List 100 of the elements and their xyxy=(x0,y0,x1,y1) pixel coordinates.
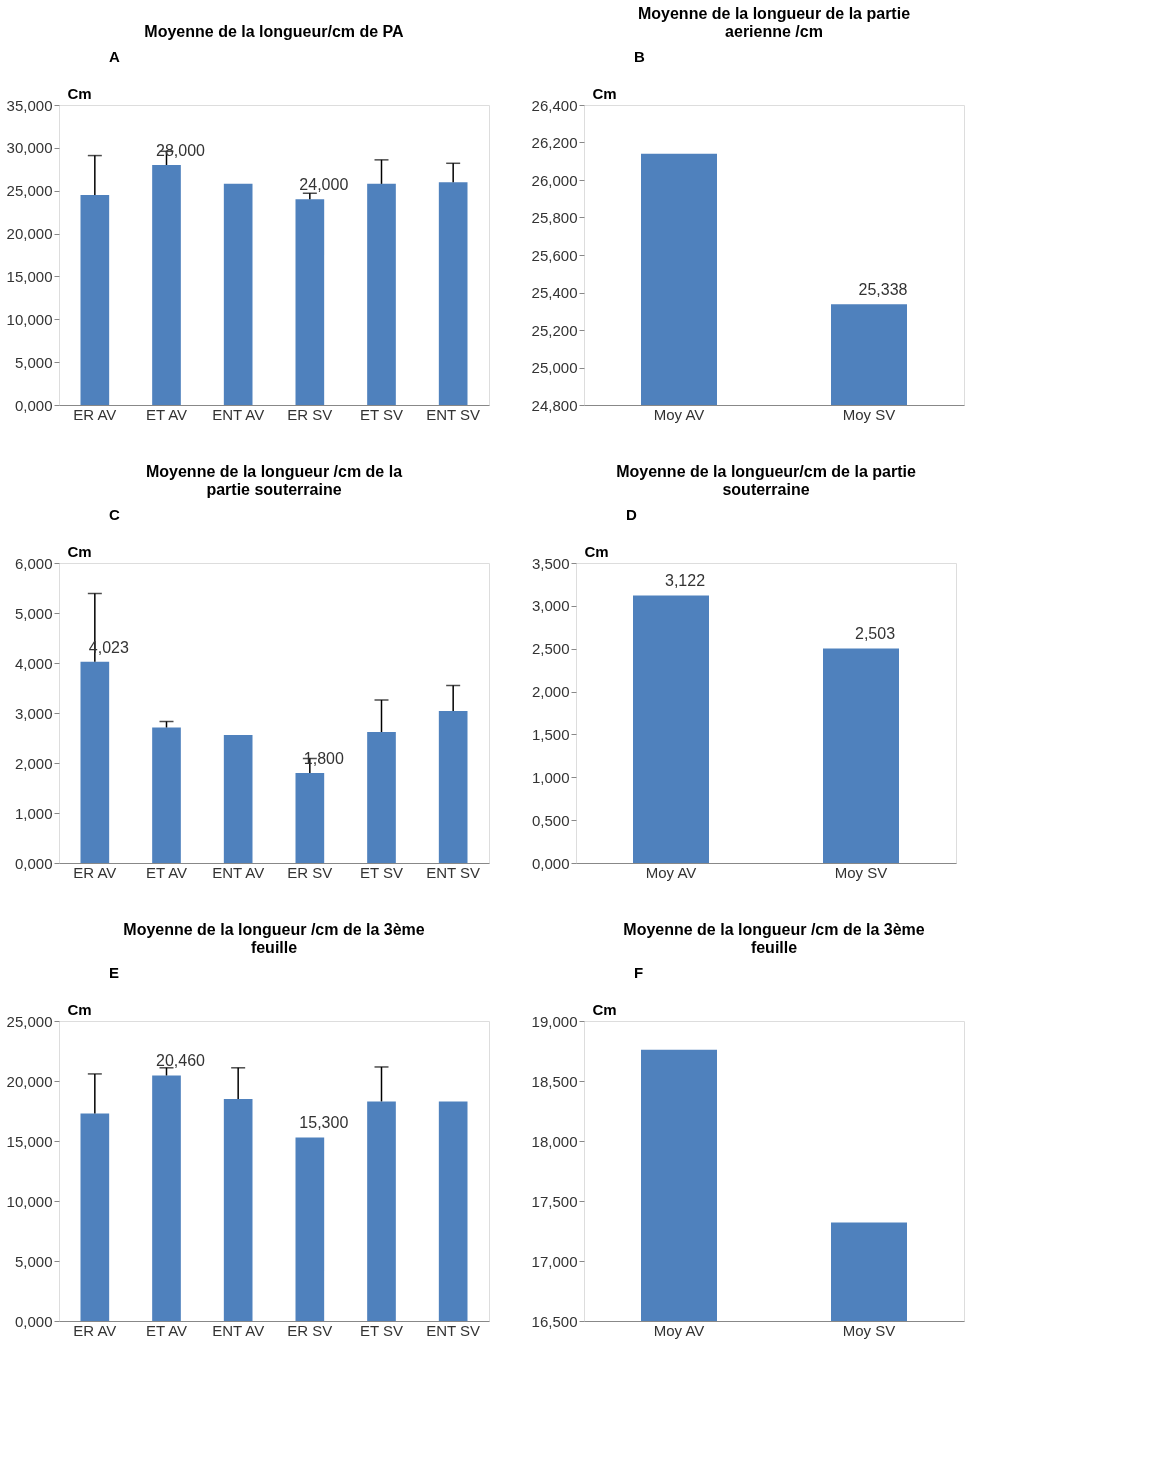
y-tick-label: 4,000 xyxy=(14,654,53,672)
x-tick-label: ER SV xyxy=(287,405,333,423)
data-label: 15,300 xyxy=(299,1114,349,1132)
x-tick-label: ET SV xyxy=(359,405,404,423)
x-tick-label: Moy SV xyxy=(842,1321,896,1339)
y-tick-label: 5,000 xyxy=(14,353,53,371)
y-tick-label: 0,000 xyxy=(14,1312,53,1330)
data-label: 3,122 xyxy=(664,572,706,590)
y-tick-label: 3,000 xyxy=(531,597,570,615)
bar xyxy=(438,711,468,863)
y-tick-label: 17,000 xyxy=(531,1252,578,1270)
y-tick-label: 20,000 xyxy=(6,225,53,243)
x-tick-label: ER AV xyxy=(73,405,117,423)
y-tick-label: 0,500 xyxy=(531,811,570,829)
text: F xyxy=(634,964,644,981)
x-tick-label: ENT SV xyxy=(426,1321,481,1339)
y-tick-label: 26,200 xyxy=(531,134,578,151)
x-tick-label: ET AV xyxy=(145,405,188,423)
bar xyxy=(223,1099,253,1321)
y-tick-label: 25,000 xyxy=(6,1012,53,1030)
y-tick-label: 17,500 xyxy=(531,1192,578,1210)
chart-title: Moyenne de la longueur de la partie aerienne /cm xyxy=(637,5,911,40)
x-tick-label: ER AV xyxy=(73,1321,117,1339)
y-tick-label: 6,000 xyxy=(14,554,53,572)
y-tick-label: 5,000 xyxy=(14,1252,53,1270)
x-tick-label: ET SV xyxy=(359,863,404,881)
data-label: 2,503 xyxy=(854,625,896,643)
y-axis-title: Cm xyxy=(67,542,92,560)
y-axis-title: Cm xyxy=(67,1000,92,1018)
bar xyxy=(223,735,253,863)
x-tick-label: Moy AV xyxy=(653,1321,705,1339)
bar xyxy=(438,182,468,405)
y-axis-title: Cm xyxy=(592,1000,617,1018)
y-tick-label: 24,800 xyxy=(531,396,578,414)
text: A xyxy=(109,48,120,65)
chart-title: Moyenne de la longueur/cm de PA xyxy=(144,23,405,40)
text: E xyxy=(109,964,120,981)
data-label: 20,460 xyxy=(156,1052,206,1070)
bar xyxy=(367,1101,396,1321)
data-label: 1,800 xyxy=(303,750,344,767)
x-tick-label: Moy SV xyxy=(842,405,896,423)
y-axis-title: Cm xyxy=(584,542,609,560)
y-tick-label: 18,000 xyxy=(531,1132,578,1150)
bar xyxy=(295,773,325,863)
y-tick-label: 1,000 xyxy=(14,804,53,822)
bar xyxy=(152,727,181,863)
bar xyxy=(80,661,110,863)
x-tick-label: ENT SV xyxy=(426,863,481,881)
y-tick-label: 0,000 xyxy=(14,396,53,414)
bar xyxy=(438,1101,468,1321)
chart-title: Moyenne de la longueur /cm de la partie souterraine xyxy=(145,463,403,498)
bar xyxy=(80,195,110,405)
x-tick-label: Moy SV xyxy=(834,863,888,881)
y-tick-label: 15,000 xyxy=(6,1132,53,1150)
y-tick-label: 30,000 xyxy=(6,139,53,157)
y-tick-label: 2,500 xyxy=(531,640,570,658)
chart-title: Moyenne de la longueur/cm de la partie souterraine xyxy=(616,463,916,498)
y-tick-label: 25,400 xyxy=(531,284,578,301)
y-tick-label: 25,800 xyxy=(531,209,578,226)
chart-title: Moyenne de la longueur /cm de la 3ème feuille xyxy=(623,921,925,956)
y-tick-label: 10,000 xyxy=(6,1192,53,1210)
x-tick-label: ET AV xyxy=(145,1321,188,1339)
x-tick-label: ENT AV xyxy=(212,863,265,881)
data-label: 24,000 xyxy=(299,176,349,194)
data-label: 25,338 xyxy=(858,281,908,299)
y-tick-label: 25,200 xyxy=(531,321,578,339)
bar xyxy=(223,183,253,405)
x-tick-label: ET AV xyxy=(145,863,188,881)
y-tick-label: 1,000 xyxy=(531,768,570,786)
y-tick-label: 3,000 xyxy=(14,704,53,722)
text: D xyxy=(626,506,637,523)
text: B xyxy=(634,48,645,65)
x-tick-label: ER SV xyxy=(287,1321,333,1339)
y-tick-label: 26,000 xyxy=(531,171,578,189)
y-tick-label: 19,000 xyxy=(531,1012,578,1030)
y-tick-label: 20,000 xyxy=(6,1072,53,1090)
y-tick-label: 15,000 xyxy=(6,267,53,285)
y-axis-title: Cm xyxy=(67,84,92,102)
y-tick-label: 25,000 xyxy=(6,182,53,200)
y-tick-label: 10,000 xyxy=(6,310,53,328)
y-tick-label: 0,000 xyxy=(531,854,570,872)
x-tick-label: ER AV xyxy=(73,863,117,881)
x-tick-label: ET SV xyxy=(359,1321,404,1339)
y-tick-label: 25,600 xyxy=(531,246,578,264)
y-tick-label: 5,000 xyxy=(14,604,53,622)
data-label: 28,000 xyxy=(156,142,206,159)
bar xyxy=(295,1137,325,1321)
bar xyxy=(367,183,396,405)
y-axis-title: Cm xyxy=(592,84,617,102)
chart-title: Moyenne de la longueur /cm de la 3ème feuille xyxy=(123,921,425,956)
x-tick-label: ER SV xyxy=(287,863,333,881)
x-tick-label: ENT SV xyxy=(426,405,481,423)
text: C xyxy=(109,506,120,523)
x-tick-label: ENT AV xyxy=(212,1321,265,1339)
y-tick-label: 25,000 xyxy=(531,359,578,376)
bar xyxy=(152,165,181,405)
y-tick-label: 35,000 xyxy=(6,96,53,114)
y-tick-label: 0,000 xyxy=(14,854,53,872)
x-tick-label: Moy AV xyxy=(645,863,697,881)
y-tick-label: 26,400 xyxy=(531,96,578,114)
